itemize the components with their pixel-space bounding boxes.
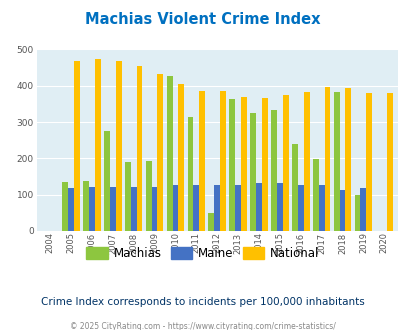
Bar (104, 131, 110, 231)
Bar (214, 185, 220, 231)
Bar (172, 185, 178, 231)
Bar (256, 183, 261, 231)
Bar (83, 181, 89, 231)
Bar (145, 161, 151, 231)
Text: Machias Violent Crime Index: Machias Violent Crime Index (85, 12, 320, 26)
Bar (229, 98, 234, 231)
Bar (74, 61, 79, 231)
Bar (166, 76, 172, 231)
Bar (234, 184, 241, 231)
Bar (208, 213, 214, 231)
Bar (151, 187, 157, 231)
Bar (282, 94, 288, 231)
Bar (312, 159, 318, 231)
Bar (271, 111, 276, 231)
Bar (187, 116, 193, 231)
Bar (193, 185, 199, 231)
Text: Crime Index corresponds to incidents per 100,000 inhabitants: Crime Index corresponds to incidents per… (41, 297, 364, 307)
Bar (89, 187, 95, 231)
Bar (297, 185, 303, 231)
Bar (365, 93, 371, 231)
Bar (241, 97, 246, 231)
Text: © 2025 CityRating.com - https://www.cityrating.com/crime-statistics/: © 2025 CityRating.com - https://www.city… (70, 322, 335, 330)
Bar (261, 98, 267, 231)
Bar (318, 185, 324, 231)
Bar (276, 183, 282, 231)
Bar (62, 182, 68, 231)
Bar (354, 195, 360, 231)
Bar (115, 61, 121, 231)
Bar (249, 113, 256, 231)
Bar (220, 90, 226, 231)
Bar (136, 66, 142, 231)
Bar (303, 92, 309, 231)
Bar (110, 187, 115, 231)
Bar (178, 84, 184, 231)
Bar (386, 93, 392, 231)
Bar (199, 90, 205, 231)
Bar (157, 74, 163, 231)
Bar (333, 92, 339, 231)
Bar (291, 144, 297, 231)
Bar (324, 87, 330, 231)
Bar (125, 162, 130, 231)
Bar (130, 187, 136, 231)
Legend: Machias, Maine, National: Machias, Maine, National (81, 242, 324, 265)
Bar (360, 188, 365, 231)
Bar (95, 59, 100, 231)
Bar (339, 190, 345, 231)
Bar (68, 188, 74, 231)
Bar (345, 88, 350, 231)
